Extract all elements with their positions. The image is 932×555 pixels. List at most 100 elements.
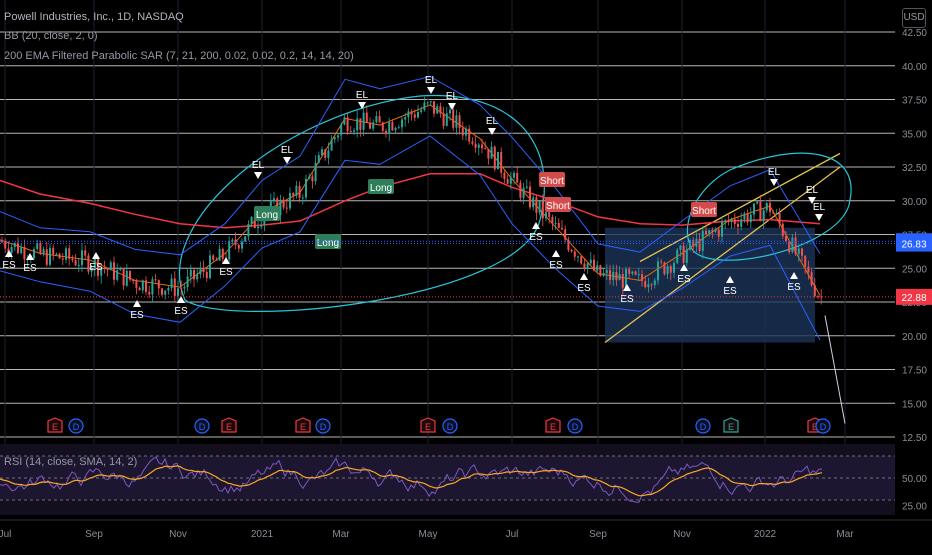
candle-body bbox=[401, 119, 403, 128]
candle-body bbox=[417, 111, 419, 118]
candle-body bbox=[202, 267, 205, 273]
exit-signal-label: ES bbox=[2, 260, 16, 271]
dividend-marker bbox=[815, 418, 831, 434]
candle-body bbox=[129, 270, 131, 280]
candle-body bbox=[36, 243, 39, 250]
exit-signal-label: ES bbox=[89, 262, 103, 273]
candle-body bbox=[589, 259, 592, 264]
exit-arrow-down bbox=[254, 172, 262, 179]
candle-body bbox=[612, 272, 615, 281]
rsi-indicator-legend[interactable]: RSI (14, close, SMA, 14, 2) bbox=[4, 456, 138, 468]
symbol-title[interactable]: Powell Industries, Inc., 1D, NASDAQ bbox=[4, 11, 184, 23]
candle-body bbox=[721, 222, 723, 237]
candle-body bbox=[116, 270, 119, 280]
candle-body bbox=[634, 271, 637, 275]
bb-indicator-legend[interactable]: BB (20, close, 2, 0) bbox=[4, 30, 98, 42]
candle-body bbox=[525, 186, 528, 188]
candle-body bbox=[228, 241, 231, 260]
candle-body bbox=[557, 223, 560, 228]
candle-body bbox=[221, 248, 224, 259]
time-axis-label: Mar bbox=[836, 529, 854, 540]
candle-body bbox=[285, 207, 288, 209]
dividend-marker-label: D bbox=[820, 422, 827, 432]
sar-indicator-legend[interactable]: 200 EMA Filtered Parabolic SAR (7, 21, 2… bbox=[4, 50, 354, 62]
price-tag-box bbox=[896, 235, 932, 252]
candle-body bbox=[820, 296, 823, 298]
currency-badge[interactable]: USD bbox=[902, 8, 926, 28]
candle-body bbox=[663, 262, 666, 275]
candle-body bbox=[586, 263, 589, 269]
candle-body bbox=[193, 269, 195, 280]
candle-body bbox=[289, 193, 291, 209]
price-axis-label: 42.50 bbox=[902, 28, 927, 39]
time-axis-label: Mar bbox=[332, 529, 350, 540]
candle-body bbox=[404, 117, 407, 120]
candle-body bbox=[682, 245, 685, 263]
ellipse-shape bbox=[178, 94, 545, 312]
candle-body bbox=[42, 249, 45, 254]
candle-body bbox=[548, 212, 551, 217]
candle-body bbox=[541, 201, 544, 219]
candle-body bbox=[423, 102, 426, 110]
price-tag-label: 26.83 bbox=[901, 240, 926, 251]
candle-body bbox=[724, 220, 727, 223]
channel-lower-line bbox=[604, 166, 841, 344]
exit-arrow-up bbox=[623, 284, 631, 291]
ema-200-line bbox=[0, 173, 821, 229]
candle-body bbox=[660, 261, 663, 263]
candle-body bbox=[183, 287, 186, 289]
candle-body bbox=[257, 226, 259, 229]
dividend-marker-label: D bbox=[73, 422, 80, 432]
dividend-marker bbox=[194, 418, 210, 434]
earnings-marker-label: E bbox=[550, 422, 556, 432]
candle-body bbox=[282, 199, 285, 208]
candle-body bbox=[394, 127, 397, 131]
candle-body bbox=[500, 152, 503, 173]
candle-body bbox=[567, 239, 570, 251]
candle-body bbox=[810, 272, 813, 286]
candle-body bbox=[113, 262, 115, 280]
candle-body bbox=[356, 118, 359, 131]
earnings-marker-label: E bbox=[728, 422, 734, 432]
candle-body bbox=[570, 250, 573, 252]
candle-body bbox=[717, 229, 720, 237]
candle-body bbox=[205, 272, 208, 279]
candle-body bbox=[189, 269, 192, 277]
candle-body bbox=[602, 272, 605, 276]
earnings-marker-label: E bbox=[226, 422, 232, 432]
candle-body bbox=[81, 250, 83, 265]
candle-body bbox=[215, 259, 218, 261]
candle-body bbox=[503, 172, 506, 180]
candle-body bbox=[807, 266, 810, 273]
exit-signal-label: ES bbox=[577, 283, 591, 294]
candle-body bbox=[20, 247, 23, 254]
candle-body bbox=[679, 245, 682, 250]
candle-body bbox=[23, 247, 26, 260]
candle-body bbox=[506, 179, 509, 184]
candle-body bbox=[122, 268, 125, 286]
candle-body bbox=[279, 199, 282, 216]
candle-body bbox=[311, 176, 314, 182]
candle-body bbox=[346, 117, 349, 132]
candle-body bbox=[801, 248, 803, 256]
candle-body bbox=[375, 116, 378, 123]
candle-body bbox=[247, 223, 250, 237]
exit-arrow-down bbox=[488, 128, 496, 135]
exit-signal-label: ES bbox=[549, 260, 563, 271]
candle-body bbox=[708, 230, 711, 235]
candle-body bbox=[794, 237, 797, 254]
candle-body bbox=[772, 212, 775, 214]
rsi-axis-label: 50.00 bbox=[902, 474, 927, 485]
candle-body bbox=[749, 214, 752, 223]
candle-body bbox=[740, 219, 743, 227]
price-axis-label: 12.50 bbox=[902, 433, 927, 444]
candle-body bbox=[234, 239, 237, 245]
exit-signal-label: ES bbox=[174, 306, 188, 317]
candle-body bbox=[733, 219, 736, 224]
entry-signal-box bbox=[368, 179, 394, 194]
exit-signal-label: EL bbox=[356, 90, 369, 101]
exit-signal-label: ES bbox=[219, 267, 233, 278]
candle-body bbox=[455, 115, 458, 128]
